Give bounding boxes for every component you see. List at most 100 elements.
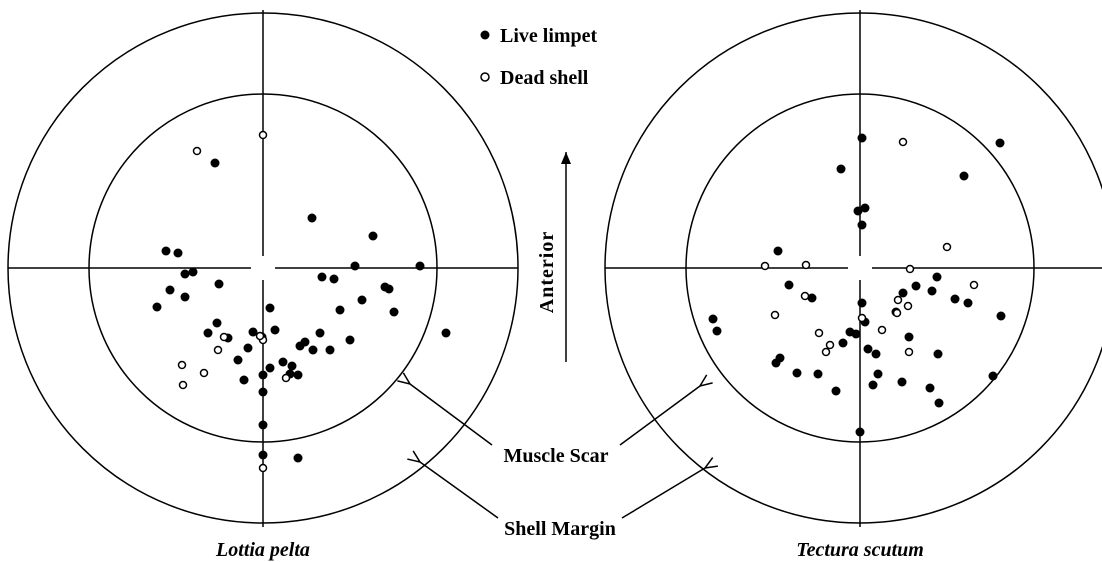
anterior-label: Anterior: [536, 231, 558, 313]
dead-shell-dot: [904, 347, 914, 357]
dead-shell-dot: [892, 308, 902, 318]
dead-shell-dot: [178, 380, 188, 390]
live-limpet-dot: [315, 328, 325, 338]
live-limpet-dot: [308, 345, 318, 355]
legend-live: Live limpet: [500, 25, 598, 47]
live-limpet-dot: [863, 344, 873, 354]
live-limpet-dot: [293, 453, 303, 463]
live-limpet-dot: [813, 369, 823, 379]
live-limpet-dot: [212, 318, 222, 328]
dead-shell-dot: [801, 260, 811, 270]
live-limpet-dot: [831, 386, 841, 396]
live-limpet-dot: [897, 377, 907, 387]
live-limpet-dot: [233, 355, 243, 365]
live-limpet-dot: [868, 380, 878, 390]
dead-shell-dot: [969, 280, 979, 290]
live-limpet-dot: [792, 368, 802, 378]
live-limpet-dot: [161, 246, 171, 256]
live-limpet-dot: [214, 279, 224, 289]
live-limpet-dot: [853, 206, 863, 216]
live-limpet-dot: [287, 361, 297, 371]
dead-shell-dot: [814, 328, 824, 338]
dead-shell-dot: [281, 373, 291, 383]
arrow: [619, 386, 700, 446]
live-limpet-dot: [210, 158, 220, 168]
dead-shell-dot: [177, 360, 187, 370]
dead-shell-dot: [877, 325, 887, 335]
live-limpet-dot: [934, 398, 944, 408]
live-limpet-dot: [857, 133, 867, 143]
live-limpet-dot: [248, 327, 258, 337]
panels: Lottia pelta Tectura scutum: [7, 10, 1102, 561]
dead-shell-dot: [199, 368, 209, 378]
shell-margin-label: Shell Margin: [504, 518, 616, 540]
live-limpet-dot: [325, 345, 335, 355]
muscle-scar-label: Muscle Scar: [504, 445, 609, 467]
live-limpet-dot: [836, 164, 846, 174]
live-limpet-dot: [335, 305, 345, 315]
arrow: [420, 462, 499, 519]
live-limpet-dot: [384, 284, 394, 294]
live-limpet-dot: [180, 269, 190, 279]
live-limpet-dot: [904, 332, 914, 342]
live-limpet-dot: [857, 220, 867, 230]
live-limpet-dot: [258, 420, 268, 430]
live-limpet-dot: [708, 314, 718, 324]
live-limpet-dot: [173, 248, 183, 258]
live-limpet-dot: [188, 267, 198, 277]
dead-shell-dot: [258, 463, 268, 473]
dead-shell-dot: [213, 345, 223, 355]
live-limpet-dot: [996, 311, 1006, 321]
dead-shell-dot: [898, 137, 908, 147]
live-limpet-dot: [258, 370, 268, 380]
live-limpet-dot: [345, 335, 355, 345]
legend-live-marker: [480, 30, 490, 40]
live-limpet-dot: [329, 274, 339, 284]
live-limpet-dot: [855, 427, 865, 437]
dead-shell-dot: [903, 301, 913, 311]
live-limpet-dot: [932, 272, 942, 282]
live-limpet-dot: [243, 343, 253, 353]
legend-dead-marker: [480, 72, 490, 82]
live-limpet-dot: [293, 370, 303, 380]
live-limpet-dot: [851, 329, 861, 339]
arrow: [410, 384, 493, 446]
live-limpet-dot: [307, 213, 317, 223]
live-limpet-dot: [300, 337, 310, 347]
live-limpet-dot: [317, 272, 327, 282]
dead-shell-dot: [857, 313, 867, 323]
live-limpet-dot: [784, 280, 794, 290]
live-limpet-dot: [152, 302, 162, 312]
live-limpet-dot: [350, 261, 360, 271]
arrow: [621, 468, 705, 519]
live-limpet-dot: [368, 231, 378, 241]
live-limpet-dot: [873, 369, 883, 379]
live-limpet-dot: [807, 293, 817, 303]
species-label: Lottia pelta: [215, 539, 310, 561]
live-limpet-dot: [415, 261, 425, 271]
live-limpet-dot: [278, 357, 288, 367]
live-limpet-dot: [860, 203, 870, 213]
live-limpet-dot: [239, 375, 249, 385]
live-limpet-dot: [988, 371, 998, 381]
live-limpet-dot: [258, 450, 268, 460]
live-limpet-dot: [857, 298, 867, 308]
dead-shell-dot: [192, 146, 202, 156]
live-limpet-dot: [925, 383, 935, 393]
live-limpet-dot: [258, 387, 268, 397]
live-limpet-dot: [838, 338, 848, 348]
live-limpet-dot: [950, 294, 960, 304]
live-limpet-dot: [270, 325, 280, 335]
live-limpet-dot: [712, 326, 722, 336]
dead-shell-dot: [893, 295, 903, 305]
legend-dead: Dead shell: [500, 67, 589, 89]
live-limpet-dot: [203, 328, 213, 338]
dead-shell-dot: [219, 332, 229, 342]
live-limpet-dot: [911, 281, 921, 291]
live-limpet-dot: [959, 171, 969, 181]
species-label: Tectura scutum: [796, 539, 924, 561]
live-limpet-dot: [871, 349, 881, 359]
dead-shell-dot: [770, 310, 780, 320]
live-limpet-dot: [165, 285, 175, 295]
